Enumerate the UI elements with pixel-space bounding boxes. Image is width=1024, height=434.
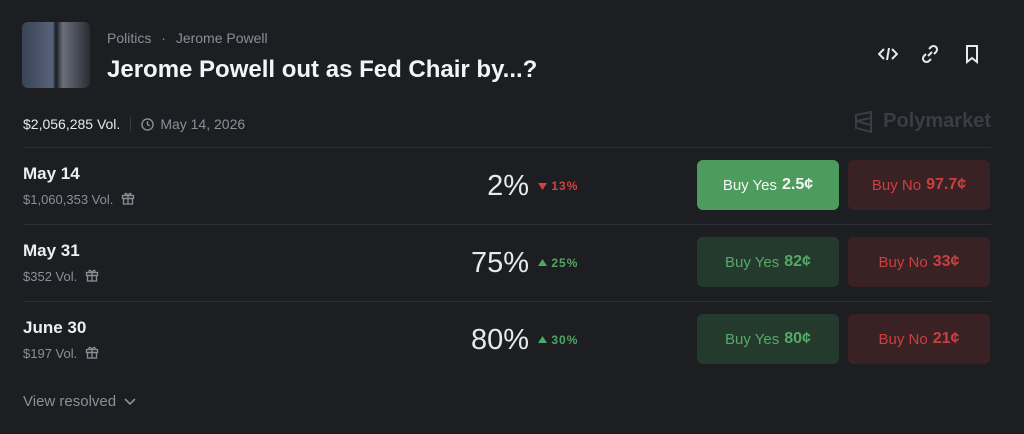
chance-change-text: 25% — [551, 256, 579, 270]
buy-yes-label[interactable]: Buy Yes — [722, 176, 778, 194]
tag[interactable]: Jerome Powell — [175, 30, 268, 46]
no-price[interactable]: 97.7¢ — [926, 176, 967, 193]
view-resolved-text[interactable]: View resolved — [23, 393, 117, 410]
outcome-name: May 14 — [23, 164, 80, 183]
outcome-volume: $1,060,353 Vol. — [23, 191, 135, 208]
chance-change: 13% — [538, 179, 578, 193]
buy-no-button[interactable]: Buy No 33¢ — [848, 237, 990, 287]
yes-price[interactable]: 80¢ — [784, 330, 811, 347]
market-meta: $2,056,285 Vol. May 14, 2026 — [23, 116, 245, 132]
clock-icon — [141, 117, 155, 131]
gift-icon[interactable] — [85, 345, 99, 362]
chevron — [124, 397, 136, 405]
end-date-text: May 14, 2026 — [160, 116, 246, 132]
toolbar — [878, 44, 982, 64]
brand: Polymarket — [853, 110, 991, 133]
chance-change-text: 13% — [551, 179, 579, 193]
category[interactable]: Politics — [107, 30, 152, 46]
buy-yes-button[interactable]: Buy Yes 80¢ — [697, 314, 839, 364]
separator: · — [161, 30, 166, 46]
outcome-name: June 30 — [23, 318, 87, 337]
buy-yes-label[interactable]: Buy Yes — [725, 253, 780, 271]
chance: 2% — [487, 170, 529, 202]
chance-change: 25% — [538, 256, 578, 270]
buy-no-button[interactable]: Buy No 21¢ — [848, 314, 990, 364]
embed-icon[interactable] — [878, 44, 898, 64]
yes-price[interactable]: 82¢ — [784, 253, 811, 270]
no-price[interactable]: 33¢ — [932, 253, 960, 270]
buy-yes-label[interactable]: Buy Yes — [725, 330, 780, 348]
outcome-row: May 31 $352 Vol. 75% 25% Buy Yes 82¢ Buy No 33… — [23, 224, 991, 301]
outcome-volume: $352 Vol. — [23, 268, 99, 285]
brand-name: Polymarket — [883, 110, 991, 132]
chance-change-text: 30% — [551, 333, 579, 347]
trend-icon — [538, 333, 551, 347]
no-price[interactable]: 21¢ — [932, 330, 960, 347]
divider — [130, 117, 132, 131]
bookmark-icon[interactable] — [962, 44, 982, 64]
chance-change: 30% — [538, 333, 578, 347]
yes-price[interactable]: 2.5¢ — [782, 176, 814, 193]
brand-logo — [855, 110, 873, 133]
market-title: Jerome Powell out as Fed Chair by...? — [107, 56, 538, 83]
end-date: May 14, 2026 — [141, 116, 245, 132]
total-volume: $2,056,285 Vol. — [23, 116, 121, 132]
outcome-row: May 14 $1,060,353 Vol. 2% 13% Buy Yes 2.5¢ Bu… — [23, 147, 991, 224]
gift-icon[interactable] — [121, 191, 135, 208]
outcome-volume-text: $197 Vol. — [23, 346, 78, 361]
buy-no-button[interactable]: Buy No 97.7¢ — [848, 160, 990, 210]
market-image — [22, 22, 90, 88]
buy-no-label[interactable]: Buy No — [878, 330, 928, 348]
outcome-volume: $197 Vol. — [23, 345, 99, 362]
breadcrumbs: Politics · Jerome Powell — [107, 30, 274, 46]
buy-yes-button[interactable]: Buy Yes 2.5¢ — [697, 160, 839, 210]
chance: 80% — [470, 324, 529, 356]
buy-no-label[interactable]: Buy No — [871, 176, 922, 194]
trend-icon — [538, 256, 551, 270]
outcome-volume-text: $352 Vol. — [23, 269, 78, 284]
outcome-row: June 30 $197 Vol. 80% 30% Buy Yes 80¢ Buy No 2… — [23, 301, 991, 378]
buy-yes-button[interactable]: Buy Yes 82¢ — [697, 237, 839, 287]
link-icon[interactable] — [920, 44, 940, 64]
trend-icon — [538, 179, 551, 193]
gift-icon[interactable] — [85, 268, 99, 285]
buy-no-label[interactable]: Buy No — [878, 253, 928, 271]
outcome-name: May 31 — [23, 241, 80, 260]
view-resolved[interactable]: View resolved — [23, 393, 136, 410]
outcome-volume-text: $1,060,353 Vol. — [23, 192, 114, 207]
chance: 75% — [470, 247, 529, 279]
